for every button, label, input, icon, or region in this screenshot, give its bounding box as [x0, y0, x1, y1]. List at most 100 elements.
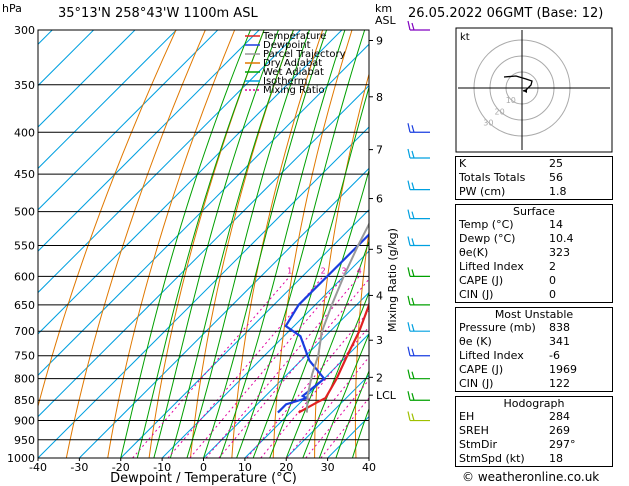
series-dewpoint — [277, 233, 369, 414]
pressure-tick-label: 550 — [14, 239, 35, 252]
hodograph-stat-row: EH 284 — [456, 410, 612, 424]
isotherm-line — [38, 30, 136, 128]
legend-label: Dewpoint — [263, 40, 311, 51]
unstable-row: CAPE (J) 1969 — [456, 363, 612, 377]
hodograph-frame — [455, 27, 613, 153]
unstable-label: Pressure (mb) — [459, 321, 536, 334]
wind-barb-flag — [411, 348, 415, 356]
legend-label: Temperature — [262, 31, 326, 42]
index-row: PW (cm) 1.8 — [456, 185, 612, 199]
unstable-value: 122 — [549, 377, 570, 390]
isotherm-line — [285, 374, 369, 458]
mixing-ratio-label: 15 — [430, 266, 440, 275]
wind-barb-flag — [411, 150, 415, 159]
surface-label: CIN (J) — [459, 288, 494, 301]
legend-label: Wet Adiabat — [263, 67, 324, 78]
indices-panel: K 25 Totals Totals 56 PW (cm) 1.8 Surface Tem… — [455, 156, 613, 471]
series-temperature — [298, 300, 369, 414]
wind-barb-flag — [411, 393, 415, 401]
hodograph-stat-label: EH — [459, 410, 475, 423]
mixing-ratio-label: 5 — [369, 266, 374, 275]
wet-adiabat-line — [136, 30, 265, 458]
surface-value: 323 — [549, 246, 570, 259]
wind-barb-flag — [407, 391, 411, 401]
surface-label: Dewp (°C) — [459, 232, 516, 245]
wind-barb-flag — [411, 238, 415, 246]
unstable-row: Lifted Index -6 — [456, 349, 612, 363]
wind-barb-flag — [407, 209, 411, 219]
index-label: K — [459, 157, 467, 170]
unstable-value: 1969 — [549, 363, 577, 376]
hodograph-stat-label: StmSpd (kt) — [459, 452, 525, 465]
isotherm-line — [38, 30, 343, 335]
x-tick-label: -30 — [70, 461, 88, 474]
wind-barb-flag — [407, 20, 411, 31]
indices-top-box: K 25 Totals Totals 56 PW (cm) 1.8 — [455, 156, 613, 200]
surface-value: 14 — [549, 218, 563, 231]
surface-value: 0 — [549, 288, 556, 301]
pressure-tick-label: 500 — [14, 206, 35, 219]
isotherm-line — [0, 30, 11, 458]
x-tick-label: 40 — [362, 461, 376, 474]
hodograph-stat-row: StmDir 297° — [456, 438, 612, 452]
x-tick-label: 30 — [321, 461, 335, 474]
isotherm-line — [120, 209, 369, 458]
wind-barb-flag — [411, 324, 415, 332]
pressure-tick-label: 650 — [14, 299, 35, 312]
surface-label: θe(K) — [459, 246, 489, 259]
mixing-ratio-line — [218, 278, 369, 458]
surface-value: 2 — [549, 260, 556, 273]
wind-barb-flag — [407, 148, 411, 159]
wind-barb-flag — [411, 125, 415, 133]
pressure-tick-label: 900 — [14, 415, 35, 428]
plot-area: 1 2 3 4 5 8 10 15 20 25 — [0, 30, 440, 458]
km-tick-label: 7 — [376, 144, 383, 157]
mixing-ratio-line — [286, 356, 369, 458]
surface-title: Surface — [513, 205, 555, 218]
wind-barb-flag — [407, 369, 411, 379]
isotherm-line — [38, 30, 219, 211]
x-tick-label: -20 — [112, 461, 130, 474]
legend-label: Parcel Trajectory — [263, 49, 346, 60]
pressure-tick-label: 600 — [14, 270, 35, 283]
surface-label: CAPE (J) — [459, 274, 504, 287]
wet-adiabat-line — [318, 332, 369, 458]
x-tick-label: -40 — [29, 461, 47, 474]
pressure-tick-label: 800 — [14, 373, 35, 386]
wind-barb-flag — [407, 295, 411, 305]
mixing-ratio-label: 2 — [321, 266, 326, 275]
mixing-ratio-label: 10 — [406, 266, 416, 275]
pressure-tick-label: 350 — [14, 79, 35, 92]
hodograph-unit-label: kt — [460, 32, 470, 43]
wind-barb-flag — [407, 322, 411, 332]
unstable-label: Lifted Index — [459, 349, 524, 362]
dry-adiabat-line — [395, 30, 440, 458]
mixing-ratio-line — [260, 326, 369, 458]
legend-label: Mixing Ratio — [263, 85, 325, 96]
pressure-tick-label: 300 — [14, 24, 35, 37]
km-tick-label: 5 — [376, 243, 383, 256]
legend-label: Dry Adiabat — [263, 58, 322, 69]
wind-barb-flag — [407, 267, 411, 277]
isotherm-line — [38, 43, 369, 376]
unstable-label: CIN (J) — [459, 377, 494, 390]
wind-barb-flag — [407, 346, 411, 356]
unstable-value: 341 — [549, 335, 570, 348]
most-unstable-box: Most Unstable Pressure (mb) 838 θe (K) 341 L… — [455, 307, 613, 392]
wet-adiabat-line — [335, 369, 369, 458]
wind-barbs — [407, 20, 430, 422]
hodograph-stat-label: SREH — [459, 424, 489, 437]
km-tick-label: 4 — [376, 289, 383, 302]
mixing-ratio-line — [246, 310, 369, 458]
hodograph-index-title: Hodograph — [503, 397, 565, 410]
hodograph-stat-value: 284 — [549, 410, 570, 423]
hodograph-index-box: Hodograph EH 284 SREH 269 StmDir 297° StmSpd (… — [455, 396, 613, 467]
x-tick-label: 10 — [238, 461, 252, 474]
index-value: 25 — [549, 157, 563, 170]
unstable-label: θe (K) — [459, 335, 492, 348]
wind-barb-flag — [411, 22, 415, 31]
surface-row: Lifted Index 2 — [456, 260, 612, 274]
unstable-value: 838 — [549, 321, 570, 334]
